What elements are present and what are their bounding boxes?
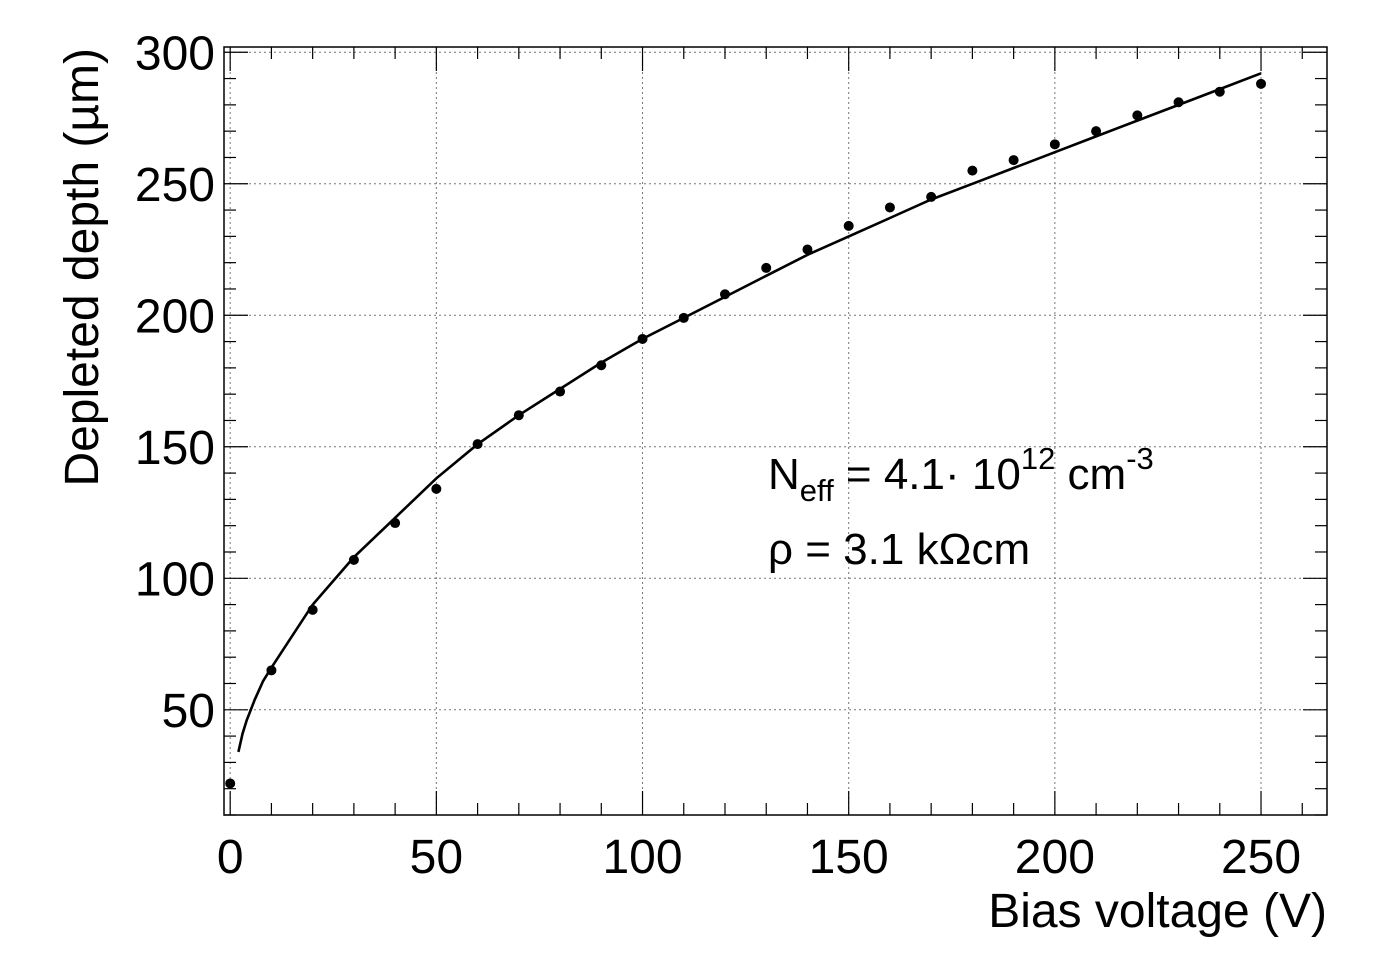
rho-annotation: ρ = 3.1 kΩcm	[768, 525, 1030, 574]
plot-frame	[223, 46, 1328, 816]
y-tick-label: 150	[135, 422, 215, 475]
y-tick-labels: 50 100 150 200 250 300	[135, 27, 215, 738]
x-axis-label: Bias voltage (V)	[988, 885, 1327, 938]
data-point	[513, 410, 524, 421]
data-point	[555, 386, 566, 397]
data-point	[1173, 97, 1184, 108]
y-axis-label: Depleted depth (µm)	[56, 48, 109, 487]
data-point	[637, 333, 648, 344]
x-tick-label: 200	[1015, 831, 1095, 884]
data-point	[967, 165, 978, 176]
data-point	[348, 554, 359, 565]
y-tick-label: 200	[135, 290, 215, 343]
data-point	[431, 483, 442, 494]
data-point	[1256, 78, 1267, 89]
data-point	[802, 244, 813, 255]
neff-unit-exponent: -3	[1126, 441, 1154, 476]
neff-exponent: 12	[1021, 441, 1055, 476]
fit-curve	[237, 72, 1262, 753]
y-tick-label: 50	[162, 685, 215, 738]
x-tick-label: 250	[1221, 831, 1301, 884]
data-points	[225, 78, 1267, 789]
data-point	[1091, 126, 1102, 137]
x-tick-label: 100	[602, 831, 682, 884]
y-tick-label: 250	[135, 159, 215, 212]
neff-value: = 4.1· 10	[834, 450, 1021, 499]
data-point	[307, 604, 318, 615]
data-point	[225, 778, 236, 789]
neff-annotation: Neff = 4.1· 1012 cm-3	[768, 441, 1154, 508]
data-point	[926, 191, 937, 202]
data-point	[1049, 139, 1060, 150]
neff-symbol: N	[768, 450, 800, 499]
data-point	[678, 312, 689, 323]
data-point	[472, 439, 483, 450]
minor-ticks	[224, 47, 1327, 816]
data-point	[843, 220, 854, 231]
neff-unit: cm	[1055, 450, 1126, 499]
fit-line	[237, 72, 1262, 753]
data-point	[1008, 155, 1019, 166]
data-point	[1132, 110, 1143, 121]
neff-subscript: eff	[800, 473, 834, 508]
x-tick-label: 0	[217, 831, 244, 884]
grid	[224, 47, 1327, 815]
x-tick-label: 50	[410, 831, 463, 884]
data-point	[266, 665, 277, 676]
data-point	[596, 360, 607, 371]
x-tick-labels: 0 50 100 150 200 250	[217, 831, 1301, 884]
data-point	[390, 518, 401, 529]
major-ticks	[224, 47, 1327, 815]
data-point	[761, 262, 772, 273]
y-tick-label: 300	[135, 27, 215, 80]
x-tick-label: 150	[809, 831, 889, 884]
data-point	[719, 289, 730, 300]
data-point	[884, 202, 895, 213]
y-tick-label: 100	[135, 553, 215, 606]
data-point	[1214, 86, 1225, 97]
